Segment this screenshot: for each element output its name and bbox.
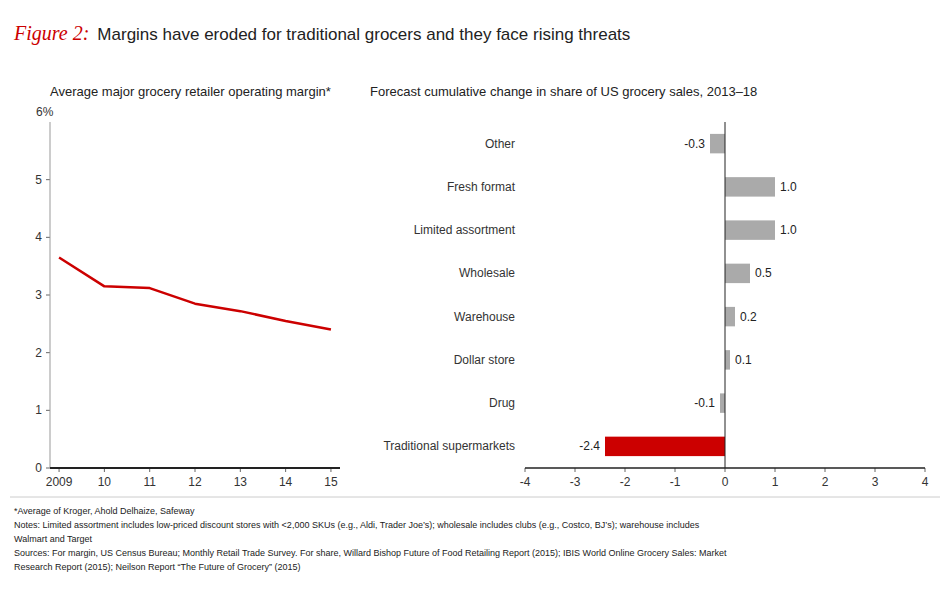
title-row: Figure 2: Margins have eroded for traditi…	[13, 22, 630, 45]
x-tick-label: 4	[922, 475, 929, 489]
x-tick-label: -2	[620, 475, 631, 489]
y-tick-label: 0	[35, 461, 42, 475]
x-tick-label: -1	[670, 475, 681, 489]
y-tick	[46, 295, 50, 296]
x-tick-label: 1	[772, 475, 779, 489]
data-label: 1.0	[780, 180, 797, 194]
x-tick-label: 2009	[46, 475, 73, 489]
data-label: -2.4	[579, 439, 600, 453]
x-tick-label: 10	[98, 475, 112, 489]
y-axis-label: 6%	[36, 105, 54, 119]
footnote: Research Report (2015); Neilson Report “…	[14, 562, 301, 572]
bar	[725, 264, 750, 283]
bar	[725, 220, 775, 239]
x-tick-label: 15	[324, 475, 338, 489]
figure-label: Figure 2:	[13, 22, 89, 45]
plot-area	[59, 258, 331, 330]
y-tick	[46, 179, 50, 180]
y-tick-label: 2	[35, 346, 42, 360]
zero-line	[725, 122, 726, 468]
category-label: Dollar store	[454, 353, 516, 367]
bar	[605, 437, 725, 456]
category-label: Drug	[489, 396, 515, 410]
footnote: Sources: For margin, US Census Bureau; M…	[14, 548, 727, 558]
data-label: 0.5	[755, 266, 772, 280]
plot-area	[605, 134, 775, 456]
y-axis-line	[50, 122, 51, 468]
chart: Average major grocery retailer operating…	[35, 84, 340, 489]
footnote: Walmart and Target	[14, 534, 93, 544]
data-label: 0.2	[740, 310, 757, 324]
x-tick-label: 12	[188, 475, 202, 489]
y-tick-label: 4	[35, 230, 42, 244]
data-label: -0.1	[694, 396, 715, 410]
category-label: Wholesale	[459, 266, 515, 280]
figure: Figure 2: Margins have eroded for traditi…	[0, 0, 950, 608]
y-tick-label: 1	[35, 403, 42, 417]
y-tick	[46, 468, 50, 469]
chart-title: Average major grocery retailer operating…	[50, 84, 331, 99]
category-label: Fresh format	[447, 180, 516, 194]
bar	[725, 177, 775, 196]
chart-title: Forecast cumulative change in share of U…	[370, 84, 757, 99]
data-label: 0.1	[735, 353, 752, 367]
x-tick-label: -4	[520, 475, 531, 489]
data-label: -0.3	[684, 137, 705, 151]
category-label: Limited assortment	[414, 223, 516, 237]
category-label: Other	[485, 137, 515, 151]
bar	[725, 350, 730, 369]
y-tick-label: 3	[35, 288, 42, 302]
bar	[710, 134, 725, 153]
footnote: *Average of Kroger, Ahold Delhaize, Safe…	[14, 506, 195, 516]
y-tick	[46, 352, 50, 353]
x-tick-label: 11	[143, 475, 156, 489]
footnote: Notes: Limited assortment includes low-p…	[14, 520, 700, 530]
y-tick-label: 5	[35, 173, 42, 187]
bar	[720, 393, 725, 412]
x-tick-label: 0	[722, 475, 729, 489]
x-tick-label: 3	[872, 475, 879, 489]
chart: Forecast cumulative change in share of U…	[370, 84, 929, 489]
x-axis-line	[50, 467, 340, 469]
divider	[10, 497, 940, 498]
background	[0, 0, 950, 608]
data-label: 1.0	[780, 223, 797, 237]
x-tick-label: 14	[279, 475, 293, 489]
title: Margins have eroded for traditional groc…	[97, 25, 630, 44]
y-tick	[46, 237, 50, 238]
x-tick-label: 2	[822, 475, 829, 489]
line	[59, 258, 331, 330]
y-tick	[46, 410, 50, 411]
bar	[725, 307, 735, 326]
x-tick-label: 13	[234, 475, 248, 489]
x-tick-label: -3	[570, 475, 581, 489]
category-label: Warehouse	[454, 310, 515, 324]
category-label: Traditional supermarkets	[383, 439, 515, 453]
